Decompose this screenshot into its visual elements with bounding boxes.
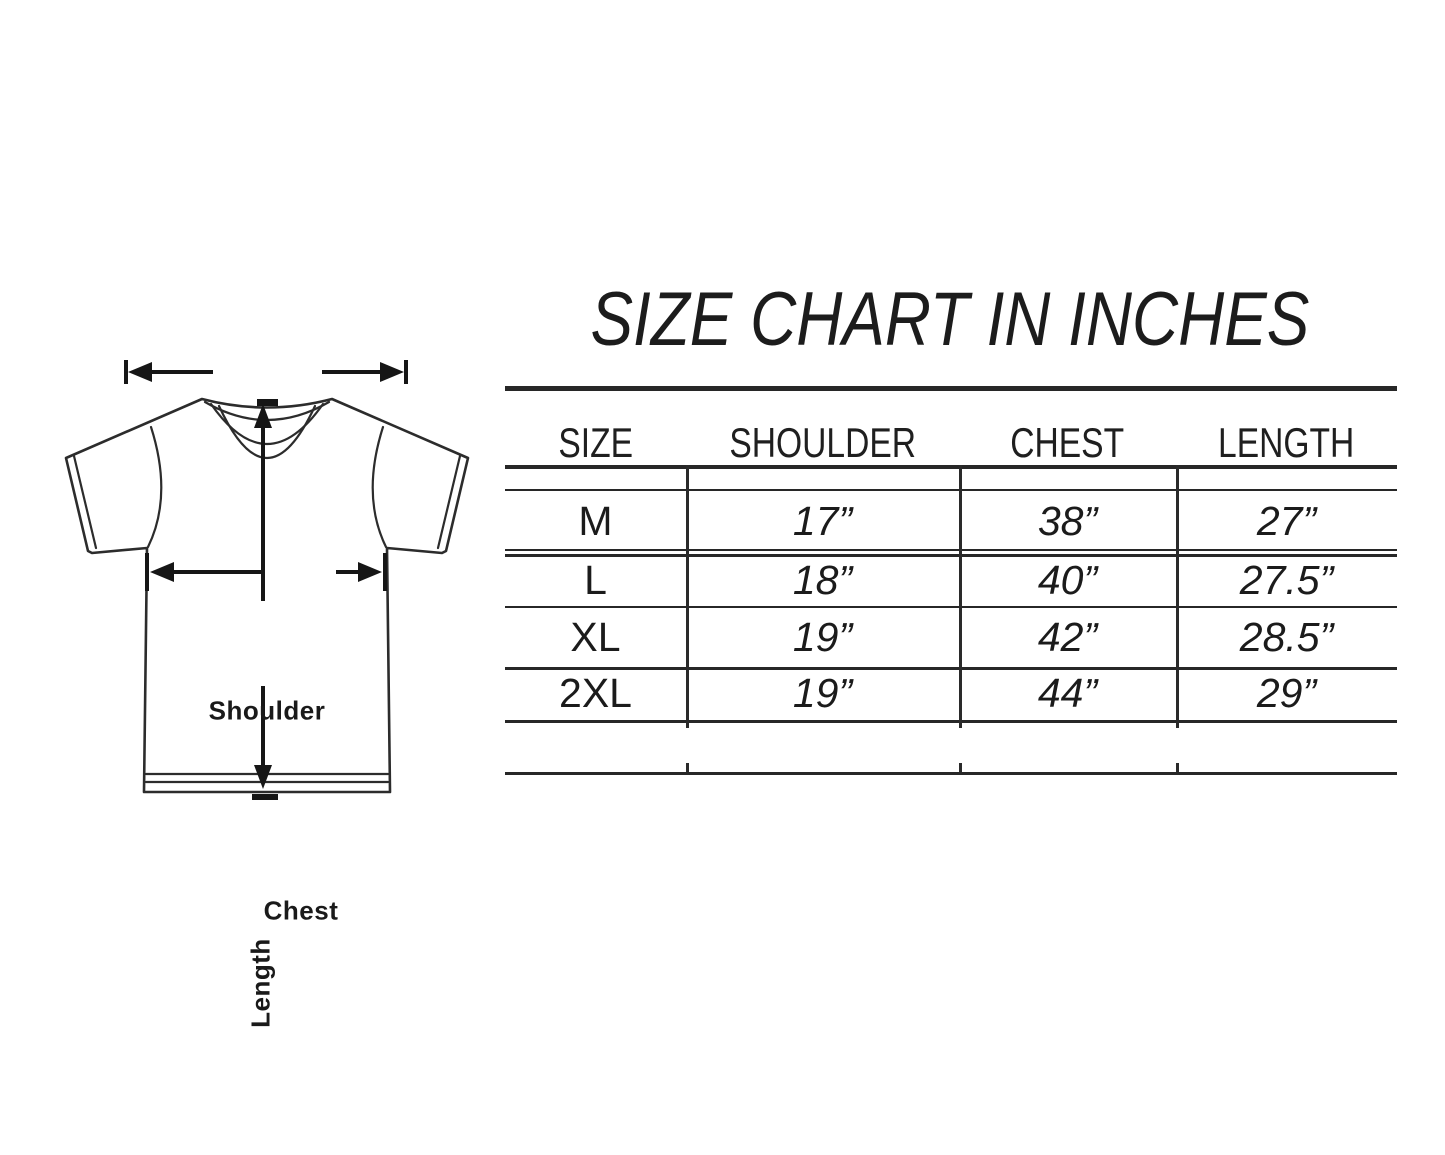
chest-dimension-label: Chest bbox=[263, 895, 339, 926]
length-cell: 29” bbox=[1256, 670, 1317, 716]
column-header-size: SIZE bbox=[505, 420, 686, 466]
column-divider-1 bbox=[686, 465, 689, 728]
shoulder-dimension-label: Shoulder bbox=[208, 695, 326, 726]
shoulder-cell: 19” bbox=[792, 614, 853, 660]
footer-rule-tick-3 bbox=[1176, 763, 1179, 772]
column-divider-2 bbox=[959, 465, 962, 728]
column-header-chest-text: CHEST bbox=[1010, 419, 1125, 466]
column-header-length: LENGTH bbox=[1176, 420, 1397, 466]
right-armhole-seam bbox=[371, 425, 388, 549]
column-header-shoulder: SHOULDER bbox=[686, 420, 959, 466]
left-cuff-seam bbox=[72, 454, 98, 550]
footer-rule-tick-1 bbox=[686, 763, 689, 772]
length-dimension-label: Length bbox=[245, 938, 276, 1028]
page-title-text: SIZE CHART IN INCHES bbox=[590, 277, 1310, 362]
collar-front-line bbox=[209, 402, 325, 445]
column-divider-3 bbox=[1176, 465, 1179, 728]
size-cell: 2XL bbox=[559, 670, 632, 716]
length-cell: 27.5” bbox=[1239, 557, 1334, 603]
chest-cell: 42” bbox=[1037, 614, 1098, 660]
row-l-rule bbox=[505, 606, 1397, 608]
header-bottom-rule-thin bbox=[505, 489, 1397, 491]
chest-cell: 40” bbox=[1037, 557, 1098, 603]
chest-cell: 44” bbox=[1037, 670, 1098, 716]
length-cell: 27” bbox=[1256, 498, 1317, 544]
size-cell: XL bbox=[570, 614, 621, 660]
row-m-rule-lower bbox=[505, 554, 1397, 557]
column-header-shoulder-text: SHOULDER bbox=[729, 419, 916, 466]
tshirt-diagram bbox=[64, 360, 470, 800]
page-title: SIZE CHART IN INCHES bbox=[522, 282, 1322, 362]
right-cuff-seam bbox=[436, 454, 462, 550]
footer-rule-tick-2 bbox=[959, 763, 962, 772]
shoulder-cell: 18” bbox=[792, 557, 853, 603]
collar-stitch-line bbox=[217, 404, 317, 460]
size-cell: L bbox=[584, 557, 607, 603]
shoulder-arrow bbox=[124, 360, 408, 384]
header-bottom-rule-thick bbox=[505, 465, 1397, 469]
length-cell: 28.5” bbox=[1239, 614, 1334, 660]
table-top-rule bbox=[505, 386, 1397, 391]
row-m-rule-upper bbox=[505, 549, 1397, 551]
chest-cell: 38” bbox=[1037, 498, 1098, 544]
column-header-length-text: LENGTH bbox=[1218, 419, 1355, 466]
shoulder-cell: 19” bbox=[792, 670, 853, 716]
row-2xl-rule bbox=[505, 720, 1397, 723]
chest-arrow bbox=[145, 553, 387, 591]
left-armhole-seam bbox=[146, 425, 163, 549]
column-header-size-text: SIZE bbox=[558, 419, 633, 466]
shoulder-cell: 17” bbox=[792, 498, 853, 544]
row-xl-rule bbox=[505, 667, 1397, 670]
table-footer-rule bbox=[505, 772, 1397, 775]
size-cell: M bbox=[578, 498, 613, 544]
length-arrow bbox=[252, 399, 278, 800]
column-header-chest: CHEST bbox=[959, 420, 1176, 466]
